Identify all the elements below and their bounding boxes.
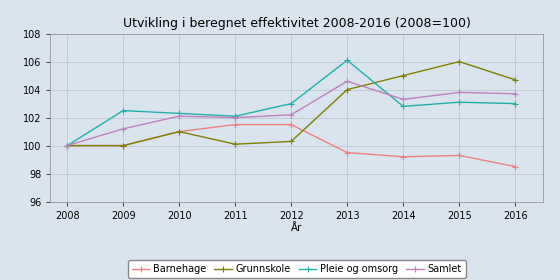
Line: Barnehage: Barnehage xyxy=(64,122,518,169)
Grunnskole xyxy=(456,60,463,63)
Samlet xyxy=(64,144,71,147)
Grunnskole xyxy=(400,74,407,77)
Grunnskole xyxy=(232,143,239,146)
Grunnskole xyxy=(176,130,183,133)
Samlet xyxy=(120,127,127,130)
Pleie og omsorg xyxy=(176,112,183,115)
Barnehage xyxy=(456,154,463,157)
Title: Utvikling i beregnet effektivitet 2008-2016 (2008=100): Utvikling i beregnet effektivitet 2008-2… xyxy=(123,17,471,30)
Samlet xyxy=(176,115,183,118)
X-axis label: År: År xyxy=(291,223,302,234)
Samlet xyxy=(400,98,407,101)
Grunnskole xyxy=(288,140,295,143)
Grunnskole xyxy=(64,144,71,147)
Pleie og omsorg xyxy=(232,115,239,118)
Samlet xyxy=(456,91,463,94)
Samlet xyxy=(344,80,351,83)
Barnehage xyxy=(64,144,71,147)
Pleie og omsorg xyxy=(288,102,295,105)
Grunnskole xyxy=(512,78,519,81)
Grunnskole xyxy=(120,144,127,147)
Grunnskole xyxy=(344,88,351,91)
Pleie og omsorg xyxy=(64,144,71,147)
Pleie og omsorg xyxy=(400,105,407,108)
Barnehage xyxy=(400,155,407,158)
Barnehage xyxy=(512,165,519,168)
Pleie og omsorg xyxy=(512,102,519,105)
Samlet xyxy=(232,116,239,119)
Line: Pleie og omsorg: Pleie og omsorg xyxy=(64,57,518,148)
Barnehage xyxy=(288,123,295,126)
Pleie og omsorg xyxy=(120,109,127,112)
Barnehage xyxy=(344,151,351,154)
Legend: Barnehage, Grunnskole, Pleie og omsorg, Samlet: Barnehage, Grunnskole, Pleie og omsorg, … xyxy=(128,260,465,278)
Samlet xyxy=(512,92,519,95)
Pleie og omsorg xyxy=(456,101,463,104)
Samlet xyxy=(288,113,295,116)
Barnehage xyxy=(176,130,183,133)
Barnehage xyxy=(232,123,239,126)
Barnehage xyxy=(120,144,127,147)
Pleie og omsorg xyxy=(344,59,351,62)
Line: Samlet: Samlet xyxy=(64,78,518,148)
Line: Grunnskole: Grunnskole xyxy=(64,59,518,148)
